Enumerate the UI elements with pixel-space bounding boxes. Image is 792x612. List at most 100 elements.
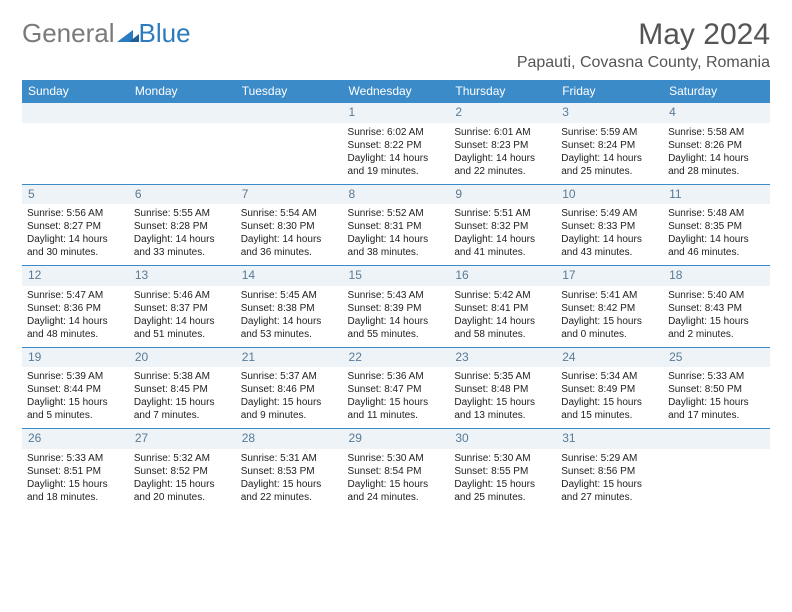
day-details: Sunrise: 5:41 AMSunset: 8:42 PMDaylight:…: [561, 289, 658, 341]
day-number: 28: [242, 431, 255, 445]
day-number-cell: 23: [449, 347, 556, 367]
day-number-cell: 11: [663, 184, 770, 204]
day-details: Sunrise: 5:33 AMSunset: 8:51 PMDaylight:…: [27, 452, 124, 504]
day-number: 14: [242, 268, 255, 282]
weekday-header: Tuesday: [236, 80, 343, 103]
day-details-cell: Sunrise: 5:41 AMSunset: 8:42 PMDaylight:…: [556, 286, 663, 348]
day-details: Sunrise: 6:02 AMSunset: 8:22 PMDaylight:…: [348, 126, 445, 178]
day-number-cell: 30: [449, 429, 556, 449]
weekday-header: Thursday: [449, 80, 556, 103]
day-number: 26: [28, 431, 41, 445]
day-details-cell: Sunrise: 5:39 AMSunset: 8:44 PMDaylight:…: [22, 367, 129, 429]
day-details: Sunrise: 5:55 AMSunset: 8:28 PMDaylight:…: [134, 207, 231, 259]
day-details: Sunrise: 5:47 AMSunset: 8:36 PMDaylight:…: [27, 289, 124, 341]
day-number: 8: [349, 187, 356, 201]
day-details-cell: Sunrise: 5:54 AMSunset: 8:30 PMDaylight:…: [236, 204, 343, 266]
location: Papauti, Covasna County, Romania: [517, 54, 770, 72]
day-details-cell: Sunrise: 5:56 AMSunset: 8:27 PMDaylight:…: [22, 204, 129, 266]
day-number: 7: [242, 187, 249, 201]
day-details-cell: Sunrise: 5:42 AMSunset: 8:41 PMDaylight:…: [449, 286, 556, 348]
day-details: Sunrise: 5:54 AMSunset: 8:30 PMDaylight:…: [241, 207, 338, 259]
day-number-cell: 19: [22, 347, 129, 367]
day-number: 19: [28, 350, 41, 364]
day-details: Sunrise: 5:40 AMSunset: 8:43 PMDaylight:…: [668, 289, 765, 341]
calendar-table: SundayMondayTuesdayWednesdayThursdayFrid…: [22, 80, 770, 510]
day-details-cell: Sunrise: 5:45 AMSunset: 8:38 PMDaylight:…: [236, 286, 343, 348]
day-details-cell: Sunrise: 5:33 AMSunset: 8:50 PMDaylight:…: [663, 367, 770, 429]
day-number: 6: [135, 187, 142, 201]
day-number: 1: [349, 105, 356, 119]
logo-text-general: General: [22, 18, 115, 49]
day-details-row: Sunrise: 5:56 AMSunset: 8:27 PMDaylight:…: [22, 204, 770, 266]
logo: General Blue: [22, 18, 191, 49]
day-number-cell: 9: [449, 184, 556, 204]
day-number: 4: [669, 105, 676, 119]
day-number: 13: [135, 268, 148, 282]
day-number: 22: [349, 350, 362, 364]
day-number-cell: 2: [449, 103, 556, 123]
day-details: Sunrise: 6:01 AMSunset: 8:23 PMDaylight:…: [454, 126, 551, 178]
day-details-cell: Sunrise: 5:30 AMSunset: 8:55 PMDaylight:…: [449, 449, 556, 510]
day-details: Sunrise: 5:37 AMSunset: 8:46 PMDaylight:…: [241, 370, 338, 422]
day-number-cell: 8: [343, 184, 450, 204]
weekday-header: Sunday: [22, 80, 129, 103]
day-number-row: 262728293031: [22, 429, 770, 449]
day-details: Sunrise: 5:59 AMSunset: 8:24 PMDaylight:…: [561, 126, 658, 178]
day-details: Sunrise: 5:58 AMSunset: 8:26 PMDaylight:…: [668, 126, 765, 178]
day-number-cell: 14: [236, 266, 343, 286]
day-details: Sunrise: 5:45 AMSunset: 8:38 PMDaylight:…: [241, 289, 338, 341]
day-number-cell: 21: [236, 347, 343, 367]
day-details-row: Sunrise: 5:47 AMSunset: 8:36 PMDaylight:…: [22, 286, 770, 348]
calendar-header-row: SundayMondayTuesdayWednesdayThursdayFrid…: [22, 80, 770, 103]
day-number-cell: 13: [129, 266, 236, 286]
day-number-cell: 28: [236, 429, 343, 449]
day-number: 12: [28, 268, 41, 282]
day-details: Sunrise: 5:39 AMSunset: 8:44 PMDaylight:…: [27, 370, 124, 422]
day-details-cell: Sunrise: 5:35 AMSunset: 8:48 PMDaylight:…: [449, 367, 556, 429]
day-number: 24: [562, 350, 575, 364]
day-number: 21: [242, 350, 255, 364]
day-number-cell: 15: [343, 266, 450, 286]
day-number: 17: [562, 268, 575, 282]
day-number: 11: [669, 187, 681, 201]
day-details-cell: Sunrise: 5:51 AMSunset: 8:32 PMDaylight:…: [449, 204, 556, 266]
day-details-cell: Sunrise: 5:38 AMSunset: 8:45 PMDaylight:…: [129, 367, 236, 429]
day-number: 18: [669, 268, 682, 282]
day-details-cell: Sunrise: 5:55 AMSunset: 8:28 PMDaylight:…: [129, 204, 236, 266]
day-number-cell: 20: [129, 347, 236, 367]
day-details-cell: [129, 123, 236, 185]
day-details: Sunrise: 5:33 AMSunset: 8:50 PMDaylight:…: [668, 370, 765, 422]
day-details: Sunrise: 5:32 AMSunset: 8:52 PMDaylight:…: [134, 452, 231, 504]
day-number-cell: 22: [343, 347, 450, 367]
day-number: 16: [455, 268, 468, 282]
day-details-cell: Sunrise: 5:37 AMSunset: 8:46 PMDaylight:…: [236, 367, 343, 429]
day-details-row: Sunrise: 5:39 AMSunset: 8:44 PMDaylight:…: [22, 367, 770, 429]
weekday-header: Wednesday: [343, 80, 450, 103]
day-number-cell: 5: [22, 184, 129, 204]
day-number-cell: 12: [22, 266, 129, 286]
day-number-row: 1 23 4: [22, 103, 770, 123]
day-details: Sunrise: 5:52 AMSunset: 8:31 PMDaylight:…: [348, 207, 445, 259]
day-details-cell: Sunrise: 5:32 AMSunset: 8:52 PMDaylight:…: [129, 449, 236, 510]
day-details: Sunrise: 5:43 AMSunset: 8:39 PMDaylight:…: [348, 289, 445, 341]
day-number-cell: 6: [129, 184, 236, 204]
day-number: 23: [455, 350, 468, 364]
day-details-cell: Sunrise: 5:48 AMSunset: 8:35 PMDaylight:…: [663, 204, 770, 266]
day-details: Sunrise: 5:38 AMSunset: 8:45 PMDaylight:…: [134, 370, 231, 422]
day-details: Sunrise: 5:51 AMSunset: 8:32 PMDaylight:…: [454, 207, 551, 259]
day-number: 29: [349, 431, 362, 445]
day-number-row: 19202122232425: [22, 347, 770, 367]
day-number-cell: 16: [449, 266, 556, 286]
day-details: Sunrise: 5:30 AMSunset: 8:55 PMDaylight:…: [454, 452, 551, 504]
day-number: 3: [562, 105, 569, 119]
logo-text-blue: Blue: [139, 18, 191, 49]
logo-icon: [117, 18, 139, 49]
day-details: Sunrise: 5:46 AMSunset: 8:37 PMDaylight:…: [134, 289, 231, 341]
day-details-cell: Sunrise: 5:46 AMSunset: 8:37 PMDaylight:…: [129, 286, 236, 348]
day-details: Sunrise: 5:56 AMSunset: 8:27 PMDaylight:…: [27, 207, 124, 259]
day-details: Sunrise: 5:42 AMSunset: 8:41 PMDaylight:…: [454, 289, 551, 341]
day-details-cell: Sunrise: 5:40 AMSunset: 8:43 PMDaylight:…: [663, 286, 770, 348]
day-details-cell: Sunrise: 5:33 AMSunset: 8:51 PMDaylight:…: [22, 449, 129, 510]
day-number-row: 12 13 14 15 16 17 18: [22, 266, 770, 286]
day-details-cell: Sunrise: 5:30 AMSunset: 8:54 PMDaylight:…: [343, 449, 450, 510]
